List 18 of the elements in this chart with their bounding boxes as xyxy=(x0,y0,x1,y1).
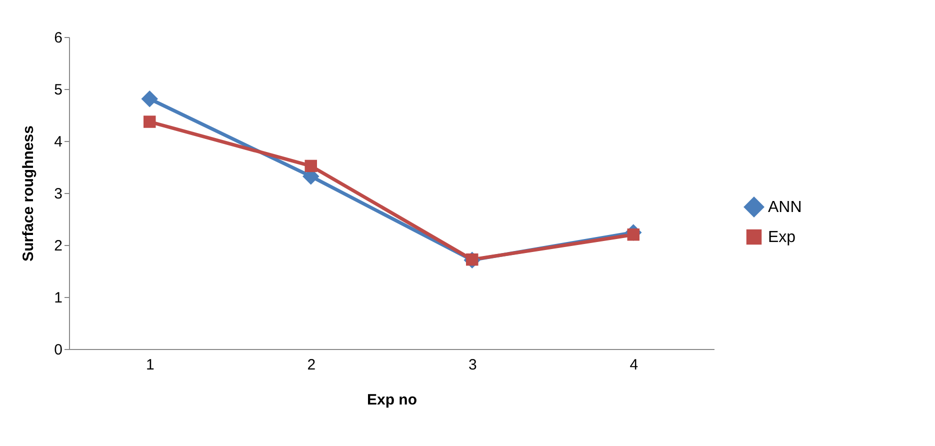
y-tick-label: 5 xyxy=(54,82,62,98)
point xyxy=(141,90,158,108)
y-tick-label: 2 xyxy=(54,238,62,254)
y-tick-label: 1 xyxy=(54,290,62,306)
legend-label: ANN xyxy=(768,199,802,216)
point xyxy=(144,116,156,128)
x-tick-label: 4 xyxy=(630,356,638,374)
y-axis-title: Surface roughness xyxy=(20,126,38,262)
x-axis-title: Exp no xyxy=(366,392,418,408)
legend-label: Exp xyxy=(768,229,796,246)
x-tick-label: 2 xyxy=(307,356,316,374)
point xyxy=(304,160,317,172)
y-tick-label: 0 xyxy=(54,342,62,358)
x-tick-label: 3 xyxy=(468,356,477,374)
y-tick-label: 6 xyxy=(54,30,62,46)
y-tick-label: 4 xyxy=(54,134,62,150)
y-tick-label: 3 xyxy=(54,186,62,202)
x-tick-label: 1 xyxy=(146,356,154,374)
